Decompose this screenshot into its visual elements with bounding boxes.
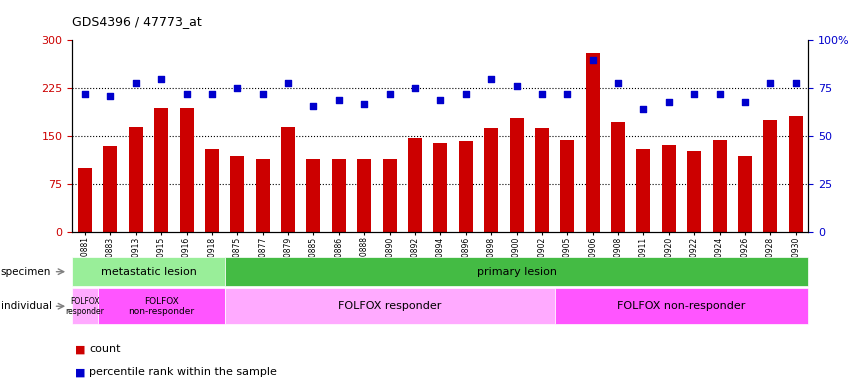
Point [738, 99, 751, 105]
Bar [256, 159, 270, 232]
Text: percentile rank within the sample: percentile rank within the sample [89, 367, 277, 377]
Text: FOLFOX
non-responder: FOLFOX non-responder [129, 296, 194, 316]
Text: FOLFOX non-responder: FOLFOX non-responder [617, 301, 745, 311]
Bar [205, 149, 219, 232]
Bar [98, 288, 225, 324]
Bar [433, 143, 448, 232]
Text: specimen: specimen [1, 266, 51, 277]
Point [662, 99, 676, 105]
Bar [662, 145, 676, 232]
Bar [180, 108, 193, 232]
Point [332, 97, 346, 103]
Bar [789, 116, 802, 232]
Point [154, 76, 168, 82]
Text: primary lesion: primary lesion [477, 266, 557, 277]
Bar [763, 120, 777, 232]
Point [433, 97, 447, 103]
Bar [688, 151, 701, 232]
Point [510, 83, 523, 89]
Bar [225, 257, 808, 286]
Point [256, 91, 270, 97]
Text: count: count [89, 344, 121, 354]
Bar [535, 128, 549, 232]
Bar [357, 159, 371, 232]
Point [231, 85, 244, 91]
Point [205, 91, 219, 97]
Bar [72, 257, 225, 286]
Bar [78, 168, 92, 232]
Text: metastatic lesion: metastatic lesion [100, 266, 197, 277]
Point [357, 101, 371, 107]
Bar [281, 127, 295, 232]
Point [484, 76, 498, 82]
Point [535, 91, 549, 97]
Bar [484, 128, 498, 232]
Point [383, 91, 397, 97]
Bar [332, 159, 346, 232]
Point [129, 79, 143, 86]
Bar [585, 53, 600, 232]
Bar [129, 127, 143, 232]
Bar [637, 149, 650, 232]
Point [637, 106, 650, 113]
Text: FOLFOX responder: FOLFOX responder [338, 301, 442, 311]
Text: GDS4396 / 47773_at: GDS4396 / 47773_at [72, 15, 202, 28]
Bar [408, 138, 422, 232]
Bar [560, 140, 574, 232]
Point [713, 91, 727, 97]
Bar [154, 108, 168, 232]
Bar [510, 118, 523, 232]
Point [306, 103, 320, 109]
Bar [712, 139, 727, 232]
Text: ■: ■ [75, 344, 85, 354]
Bar [555, 288, 808, 324]
Point [585, 56, 599, 63]
Point [408, 85, 422, 91]
Point [611, 79, 625, 86]
Bar [225, 288, 555, 324]
Point [459, 91, 472, 97]
Point [104, 93, 117, 99]
Bar [231, 156, 244, 232]
Point [789, 79, 802, 86]
Point [763, 79, 777, 86]
Point [561, 91, 574, 97]
Text: ■: ■ [75, 367, 85, 377]
Point [78, 91, 92, 97]
Bar [383, 159, 397, 232]
Bar [72, 288, 98, 324]
Bar [611, 122, 625, 232]
Point [180, 91, 193, 97]
Text: FOLFOX
responder: FOLFOX responder [66, 296, 105, 316]
Bar [459, 141, 473, 232]
Point [688, 91, 701, 97]
Bar [306, 159, 321, 232]
Point [282, 79, 295, 86]
Text: individual: individual [1, 301, 52, 311]
Bar [738, 156, 752, 232]
Bar [104, 146, 117, 232]
